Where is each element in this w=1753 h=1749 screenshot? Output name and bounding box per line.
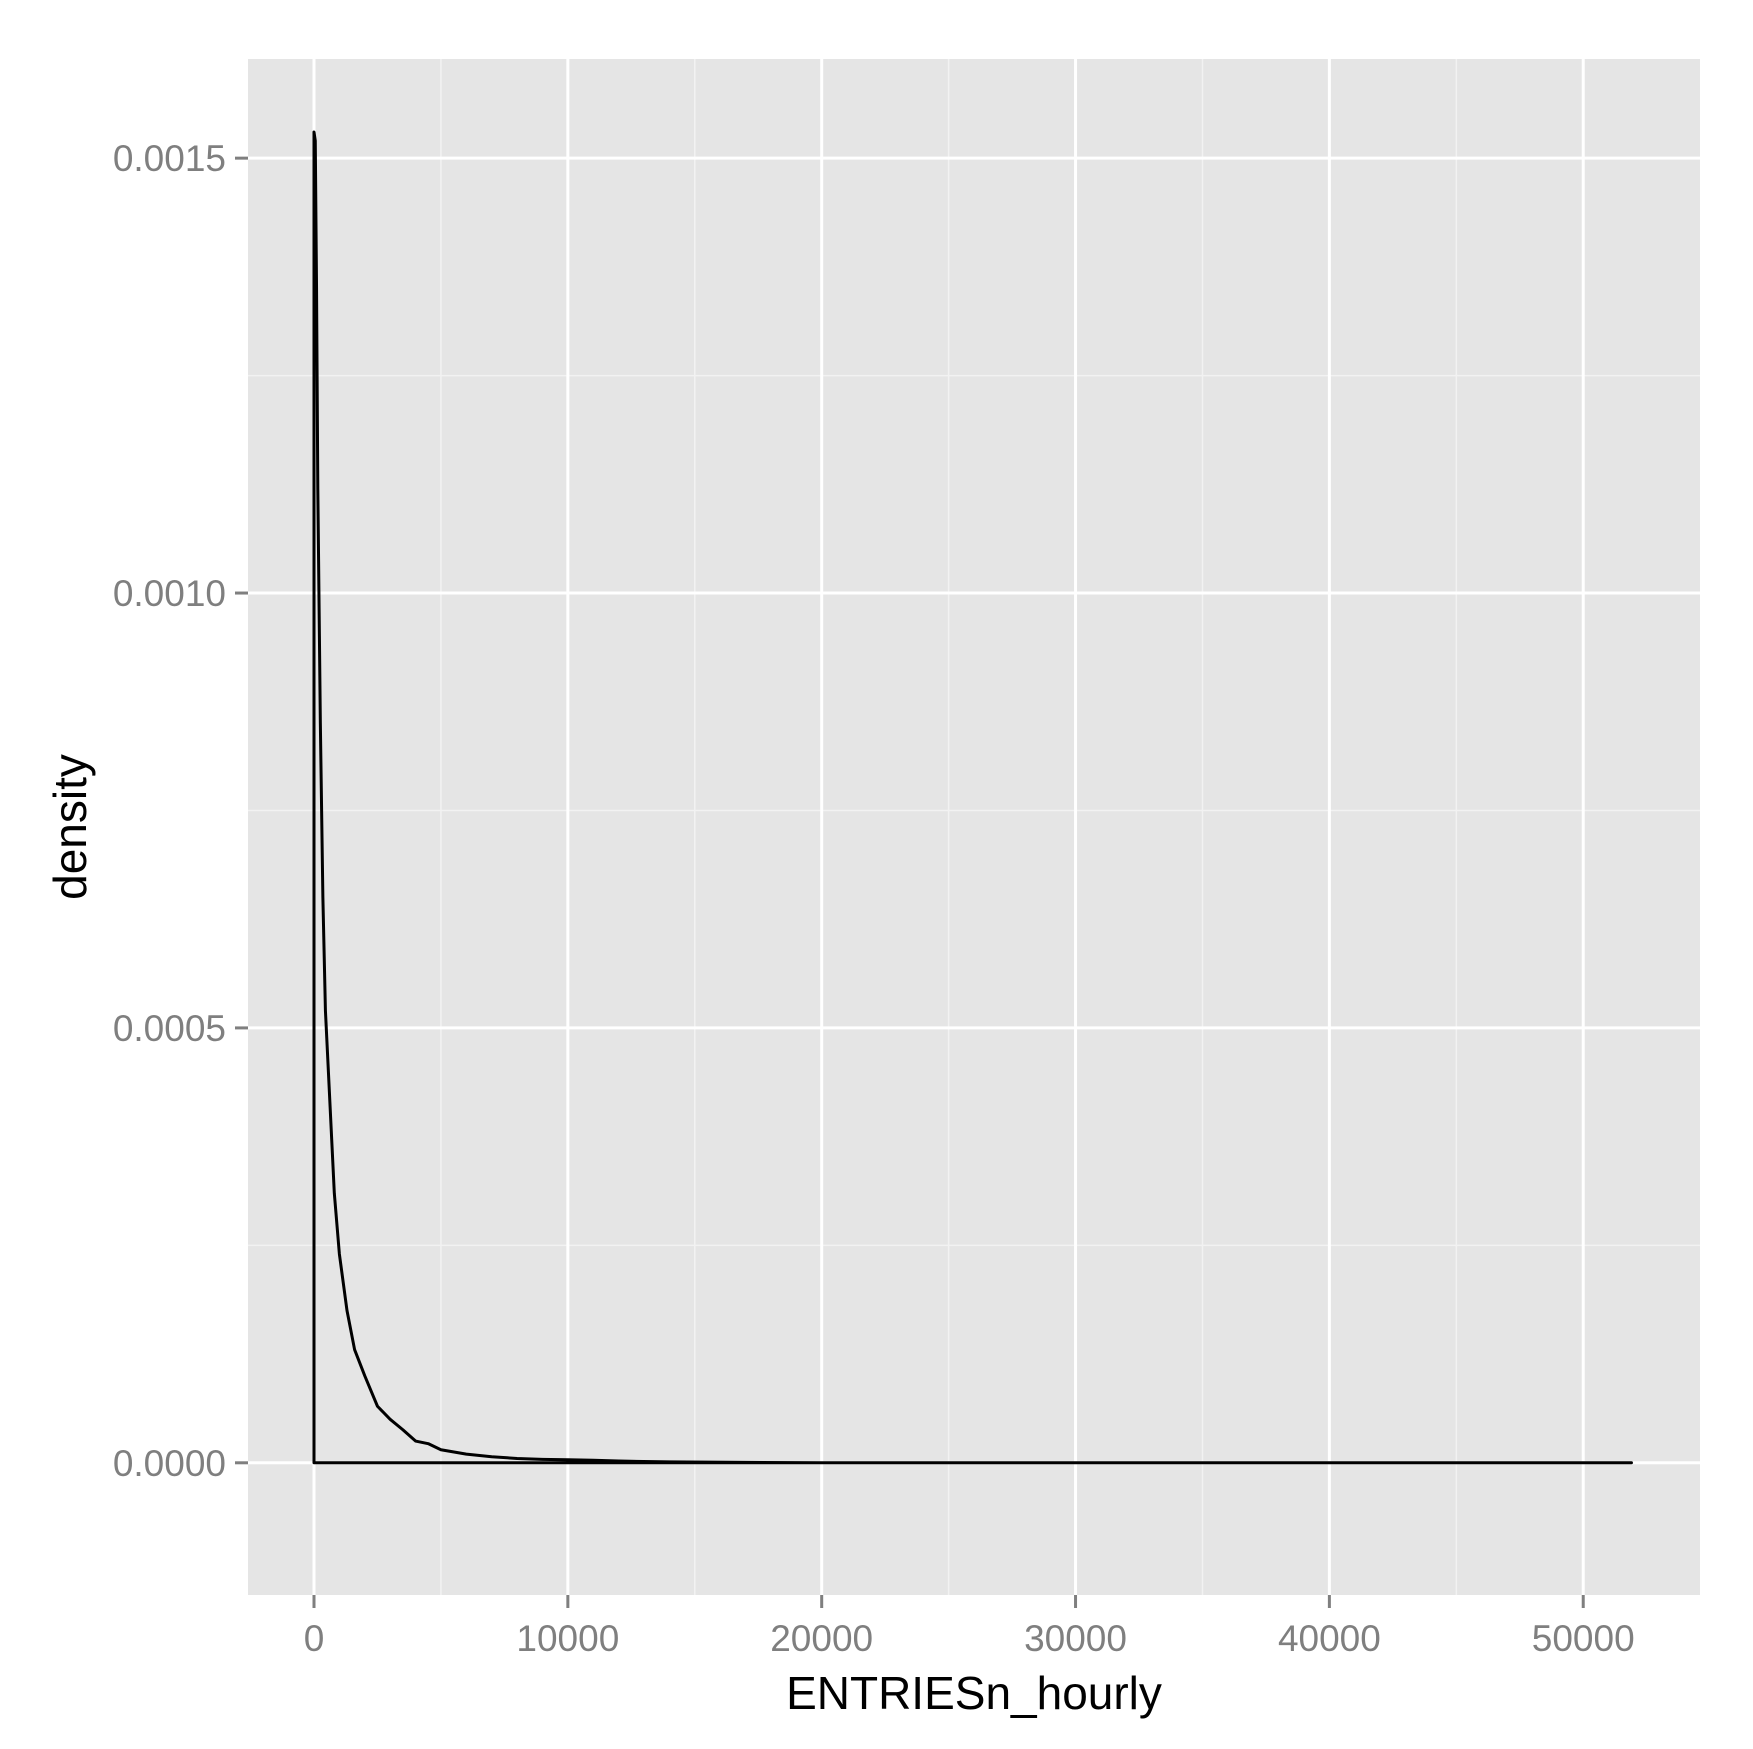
x-tick-label: 20000 [770,1618,873,1659]
x-tick-label: 50000 [1532,1618,1635,1659]
y-axis-title: density [44,754,96,900]
x-tick-label: 0 [304,1618,325,1659]
y-tick-label: 0.0010 [113,573,226,614]
y-tick-label: 0.0000 [113,1443,226,1484]
major-grid [248,59,1700,1595]
density-line [312,130,1633,1465]
series-layer [312,130,1633,1465]
x-axis-title: ENTRIESn_hourly [786,1667,1162,1719]
x-tick-label: 40000 [1278,1618,1381,1659]
x-tick-label: 30000 [1024,1618,1127,1659]
plot-panel [248,59,1700,1595]
y-tick-label: 0.0005 [113,1008,226,1049]
y-tick-label: 0.0015 [113,138,226,179]
x-axis: 0 10000 20000 30000 40000 50000 [304,1595,1635,1659]
y-axis: 0.0000 0.0005 0.0010 0.0015 [113,138,248,1484]
x-tick-label: 10000 [516,1618,619,1659]
minor-grid [248,59,1700,1595]
